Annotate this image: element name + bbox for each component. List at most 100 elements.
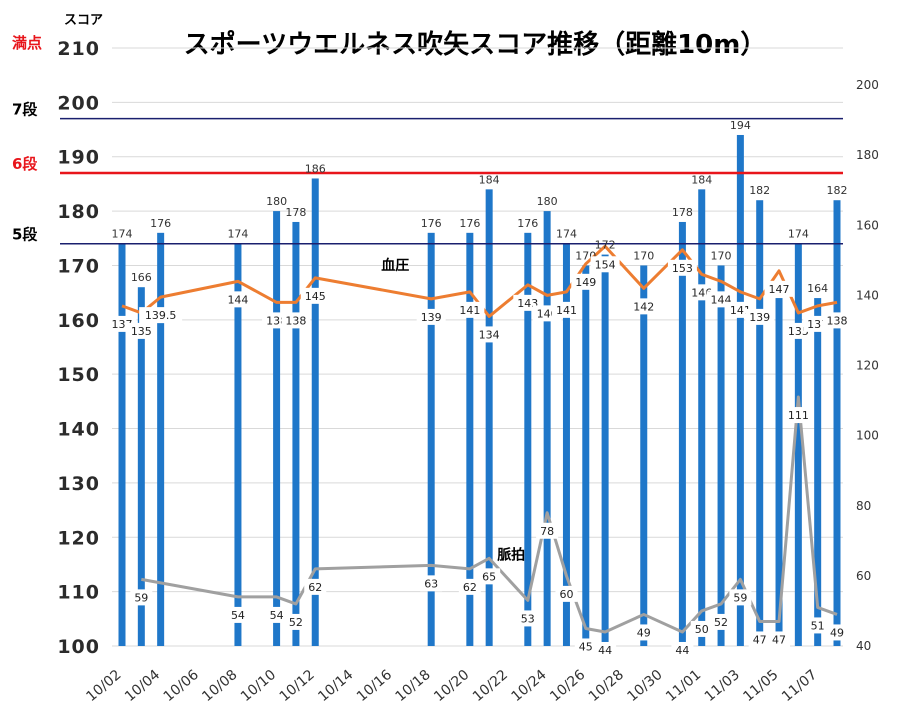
score-bar bbox=[466, 232, 474, 646]
point-value-label: 139 bbox=[749, 311, 770, 324]
point-value-label: 53 bbox=[521, 612, 535, 625]
point-value-label: 141 bbox=[459, 304, 480, 317]
y-tick-label: 140 bbox=[57, 419, 100, 441]
bar-value-label: 178 bbox=[672, 206, 693, 219]
score-bar bbox=[736, 134, 744, 646]
y-tick-label: 120 bbox=[57, 527, 100, 549]
x-tick-label: 10/12 bbox=[277, 667, 318, 705]
point-label-bg bbox=[632, 624, 655, 641]
score-bar bbox=[582, 265, 590, 646]
point-value-label: 135 bbox=[131, 325, 152, 338]
point-value-label: 134 bbox=[479, 328, 500, 341]
series-name-label: 脈拍 bbox=[497, 546, 525, 563]
score-bar bbox=[157, 232, 165, 646]
score-bar bbox=[698, 189, 706, 646]
point-label-bg bbox=[304, 578, 327, 595]
y-axis-unit-label: スコア bbox=[64, 13, 103, 28]
point-label-bg bbox=[594, 641, 617, 658]
point-value-label: 111 bbox=[788, 409, 809, 422]
bar-value-label: 178 bbox=[285, 206, 306, 219]
point-label-bg bbox=[574, 638, 597, 655]
x-tick-label: 11/05 bbox=[740, 667, 781, 705]
y2-tick-label: 180 bbox=[856, 148, 879, 162]
bar-value-label: 186 bbox=[305, 162, 326, 175]
point-label-bg bbox=[458, 578, 481, 595]
score-bar bbox=[640, 265, 648, 646]
point-value-label: 59 bbox=[134, 591, 148, 604]
bar-value-label: 176 bbox=[150, 217, 171, 230]
point-value-label: 62 bbox=[463, 581, 477, 594]
score-bar bbox=[485, 189, 493, 646]
score-bar bbox=[678, 221, 686, 647]
point-value-label: 153 bbox=[672, 262, 693, 275]
bar-value-label: 182 bbox=[749, 184, 770, 197]
bar-value-label: 176 bbox=[517, 217, 538, 230]
bars-layer bbox=[118, 134, 841, 647]
y-tick-label: 100 bbox=[57, 636, 100, 658]
bar-value-label: 174 bbox=[788, 228, 809, 241]
point-value-label: 147 bbox=[769, 283, 790, 296]
point-label-bg bbox=[416, 308, 446, 325]
x-tick-label: 10/04 bbox=[122, 667, 163, 705]
score-bar bbox=[118, 243, 126, 646]
level-label: 7段 bbox=[12, 101, 37, 119]
point-value-label: 65 bbox=[482, 570, 496, 583]
point-label-bg bbox=[281, 312, 311, 329]
x-tick-label: 10/18 bbox=[393, 667, 434, 705]
y2-tick-label: 160 bbox=[856, 218, 879, 232]
point-label-bg bbox=[667, 259, 697, 276]
series-line bbox=[121, 244, 838, 318]
point-value-label: 52 bbox=[714, 616, 728, 629]
bar-value-label: 166 bbox=[131, 271, 152, 284]
x-tick-label: 11/07 bbox=[779, 667, 820, 705]
point-value-label: 139 bbox=[421, 311, 442, 324]
point-label-bg bbox=[768, 631, 791, 648]
bar-value-label: 172 bbox=[595, 239, 616, 252]
point-value-label: 138 bbox=[285, 314, 306, 327]
y2-tick-label: 120 bbox=[856, 359, 879, 373]
bar-value-label: 194 bbox=[730, 119, 751, 132]
x-tick-label: 10/16 bbox=[354, 667, 395, 705]
point-label-bg bbox=[729, 589, 752, 606]
score-bar bbox=[833, 200, 841, 646]
point-label-bg bbox=[822, 312, 852, 329]
bar-value-label: 176 bbox=[459, 217, 480, 230]
x-tick-label: 11/01 bbox=[663, 667, 704, 705]
bar-value-label: 170 bbox=[711, 249, 732, 262]
y2-tick-label: 60 bbox=[856, 569, 871, 583]
x-tick-label: 10/28 bbox=[586, 667, 627, 705]
point-label-bg bbox=[223, 291, 253, 308]
x-tick-label: 10/10 bbox=[238, 667, 279, 705]
bar-value-label: 180 bbox=[266, 195, 287, 208]
y-tick-label: 130 bbox=[57, 473, 100, 495]
point-label-bg bbox=[629, 298, 659, 315]
point-value-label: 138 bbox=[827, 314, 848, 327]
point-label-bg bbox=[300, 287, 330, 304]
point-label-bg bbox=[671, 641, 694, 658]
y-tick-label: 160 bbox=[57, 310, 100, 332]
point-label-bg bbox=[806, 617, 829, 634]
point-value-label: 78 bbox=[540, 525, 554, 538]
bar-value-label: 174 bbox=[112, 228, 133, 241]
score-bar bbox=[562, 243, 570, 646]
point-label-bg bbox=[516, 610, 539, 627]
point-label-bg bbox=[555, 585, 578, 602]
grid-lines bbox=[112, 47, 843, 647]
point-label-bg bbox=[139, 307, 183, 324]
y-tick-label: 180 bbox=[57, 201, 100, 223]
x-tick-label: 10/06 bbox=[161, 667, 202, 705]
point-label-bg bbox=[745, 308, 775, 325]
point-value-label: 45 bbox=[579, 640, 593, 653]
bar-value-label: 174 bbox=[227, 228, 248, 241]
point-label-bg bbox=[474, 326, 504, 343]
y-tick-label: 210 bbox=[57, 38, 100, 60]
bar-value-label: 180 bbox=[537, 195, 558, 208]
bar-value-label: 170 bbox=[633, 249, 654, 262]
score-bar bbox=[273, 211, 281, 646]
x-tick-label: 10/24 bbox=[509, 667, 550, 705]
score-bar bbox=[775, 298, 783, 646]
bar-value-label: 174 bbox=[556, 228, 577, 241]
y2-tick-label: 100 bbox=[856, 429, 879, 443]
